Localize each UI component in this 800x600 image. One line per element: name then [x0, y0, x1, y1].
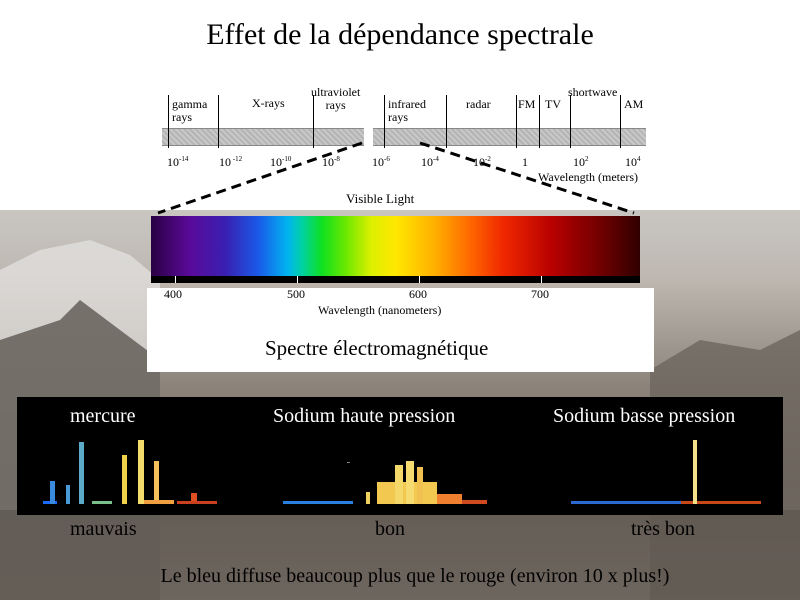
em-label-infrared: infrared rays — [388, 97, 426, 124]
lamp-rating-hps: bon — [375, 518, 405, 540]
em-tick: 10-8 — [322, 155, 340, 169]
lamp-title-lps: Sodium basse pression — [553, 405, 736, 427]
em-tick: 102 — [573, 155, 589, 169]
hps-spectrum — [283, 461, 487, 504]
em-label-shortwave: shortwave — [568, 85, 618, 99]
em-label-tv: TV — [545, 97, 561, 111]
page-title: Effet de la dépendance spectrale — [206, 18, 594, 51]
mercury-spectrum — [43, 440, 217, 504]
em-tick: 10-14 — [167, 155, 189, 169]
visible-axis-label: Wavelength (nanometers) — [318, 303, 442, 317]
lamp-title-mercury: mercure — [70, 405, 136, 427]
em-label-am: AM — [624, 97, 644, 111]
em-tick: 10 -12 — [219, 155, 243, 169]
visible-tick-400: 400 — [164, 287, 182, 301]
em-tick: 1 — [522, 155, 528, 169]
em-label-gamma: gamma rays — [172, 97, 208, 124]
em-label-ultraviolet: ultraviolet rays — [311, 85, 361, 112]
em-tick: 10-10 — [270, 155, 292, 169]
spectrum-caption: Spectre électromagnétique — [265, 336, 489, 360]
visible-tick-500: 500 — [287, 287, 305, 301]
em-axis-label: Wavelength (meters) — [538, 170, 638, 184]
lamp-spectra-panel — [17, 397, 783, 515]
em-tick: 10-6 — [372, 155, 390, 169]
em-label-xrays: X-rays — [252, 96, 285, 110]
em-label-fm: FM — [518, 97, 536, 111]
lamp-rating-lps: très bon — [631, 518, 695, 540]
lamp-title-hps: Sodium haute pression — [273, 405, 456, 427]
em-tick: 104 — [625, 155, 641, 169]
visible-panel — [147, 288, 654, 372]
footer-note: Le bleu diffuse beaucoup plus que le rou… — [160, 565, 670, 587]
em-tick: 10-4 — [421, 155, 439, 169]
visible-tick-600: 600 — [409, 287, 427, 301]
visible-axis-bar — [151, 276, 640, 283]
visible-spectrum-gradient — [151, 216, 640, 276]
visible-light-label: Visible Light — [346, 191, 415, 206]
em-band-right — [373, 128, 646, 146]
lps-spectrum — [571, 440, 761, 504]
lamp-rating-mercury: mauvais — [70, 518, 137, 540]
visible-tick-700: 700 — [531, 287, 549, 301]
em-label-radar: radar — [466, 97, 491, 111]
em-tick: 10-2 — [473, 155, 491, 169]
